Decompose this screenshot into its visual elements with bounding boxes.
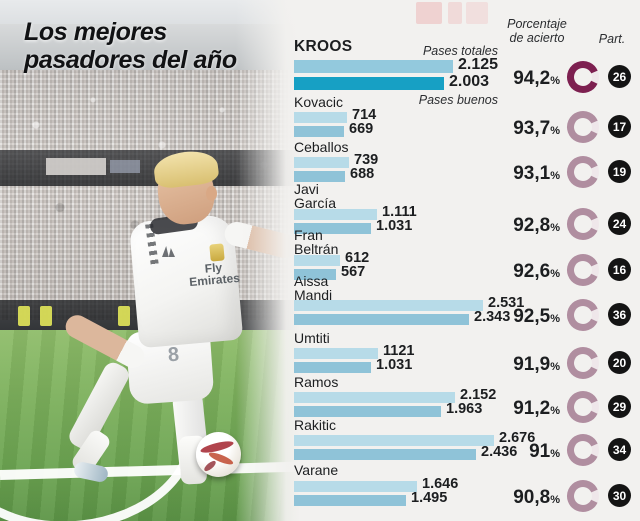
bar-good-passes (294, 314, 469, 325)
accuracy-percentage: 91,9% (513, 354, 560, 375)
legend-total-passes: Pases totales (422, 44, 498, 58)
bar-total-passes (294, 60, 453, 73)
accuracy-donut-icon (566, 346, 600, 380)
bar-total-passes (294, 481, 417, 492)
bar-good-passes (294, 77, 444, 90)
value-good-passes: 2.436 (481, 444, 518, 460)
value-good-passes: 2.343 (474, 309, 511, 325)
photo-steward (40, 306, 52, 326)
bar-good-passes (294, 269, 336, 280)
photo-fade-overlay (236, 0, 300, 521)
accuracy-donut-icon (566, 155, 600, 189)
participation-badge: 24 (608, 212, 631, 235)
bar-good-passes (294, 362, 371, 373)
value-total-passes: 612 (345, 250, 370, 266)
accuracy-percentage: 92,8% (513, 215, 560, 236)
photo-steward (18, 306, 30, 326)
accuracy-donut-icon (566, 298, 600, 332)
participation-badge: 29 (608, 395, 631, 418)
bar-good-passes (294, 126, 344, 137)
value-good-passes: 567 (341, 264, 366, 280)
accuracy-percentage: 93,1% (513, 163, 560, 184)
participation-badge: 34 (608, 438, 631, 461)
value-total-passes: 739 (354, 152, 379, 168)
bar-total-passes (294, 300, 483, 311)
player-name: Aissa Mandi (294, 273, 333, 303)
bar-total-passes (294, 392, 455, 403)
value-good-passes: 1.031 (376, 357, 413, 373)
value-total-passes: 2.676 (499, 430, 536, 446)
accuracy-percentage: 91% (529, 441, 560, 462)
player-name: Kovacic (294, 94, 344, 110)
participation-badge: 16 (608, 258, 631, 281)
value-total-passes: 2.125 (458, 56, 499, 73)
legend-good-passes: Pases buenos (418, 93, 498, 107)
bar-good-passes (294, 406, 441, 417)
bar-total-passes (294, 112, 347, 123)
player-name: Ramos (294, 374, 339, 390)
participation-badge: 30 (608, 484, 631, 507)
value-total-passes: 2.152 (460, 387, 497, 403)
photo-steward (118, 306, 130, 326)
accuracy-donut-icon (566, 433, 600, 467)
value-total-passes: 2.531 (488, 295, 525, 311)
value-total-passes: 1.646 (422, 476, 459, 492)
accuracy-donut-icon (566, 479, 600, 513)
bar-total-passes (294, 157, 349, 168)
watermark-artifact (466, 2, 488, 24)
accuracy-percentage: 90,8% (513, 487, 560, 508)
player-name: Fran Beltrán (294, 227, 339, 257)
value-total-passes: 1.111 (382, 204, 417, 220)
bar-total-passes (294, 435, 494, 446)
player-name: Umtiti (294, 330, 330, 346)
accuracy-donut-icon (566, 207, 600, 241)
accuracy-percentage: 92,6% (513, 261, 560, 282)
player-photo: 8 Fly Emirates (0, 0, 300, 521)
participation-badge: 36 (608, 303, 631, 326)
participation-badge: 20 (608, 351, 631, 374)
accuracy-donut-icon (566, 390, 600, 424)
value-good-passes: 1.963 (446, 401, 483, 417)
column-header-accuracy: Porcentaje de acierto (507, 17, 567, 45)
bar-good-passes (294, 449, 476, 460)
watermark-artifact (448, 2, 462, 24)
player-name: Javi García (294, 181, 337, 211)
bar-good-passes (294, 171, 345, 182)
accuracy-percentage: 92,5% (513, 306, 560, 327)
accuracy-percentage: 94,2% (513, 68, 560, 89)
accuracy-donut-icon (566, 253, 600, 287)
accuracy-donut-icon (566, 60, 600, 94)
watermark-artifact (416, 2, 442, 24)
player-name: KROOS (294, 38, 353, 55)
column-header-participation: Part. (598, 32, 626, 46)
value-good-passes: 2.003 (449, 73, 490, 90)
bar-total-passes (294, 348, 378, 359)
photo-scoreboard (46, 158, 106, 175)
bar-total-passes (294, 255, 340, 266)
player-name: Varane (294, 462, 339, 478)
player-name: Rakitic (294, 417, 337, 433)
accuracy-percentage: 91,2% (513, 398, 560, 419)
accuracy-donut-icon (566, 110, 600, 144)
football-icon (196, 432, 241, 477)
participation-badge: 19 (608, 160, 631, 183)
value-total-passes: 1121 (383, 343, 415, 359)
bar-good-passes (294, 223, 371, 234)
bar-good-passes (294, 495, 406, 506)
participation-badge: 26 (608, 65, 631, 88)
value-good-passes: 1.031 (376, 218, 413, 234)
value-total-passes: 714 (352, 107, 377, 123)
player-name: Ceballos (294, 139, 349, 155)
page-title: Los mejores pasadores del año (24, 18, 237, 74)
player-ear (206, 186, 217, 201)
value-good-passes: 688 (350, 166, 375, 182)
bar-total-passes (294, 209, 377, 220)
accuracy-percentage: 93,7% (513, 118, 560, 139)
value-good-passes: 1.495 (411, 490, 448, 506)
participation-badge: 17 (608, 115, 631, 138)
value-good-passes: 669 (349, 121, 374, 137)
photo-banner (110, 160, 140, 173)
